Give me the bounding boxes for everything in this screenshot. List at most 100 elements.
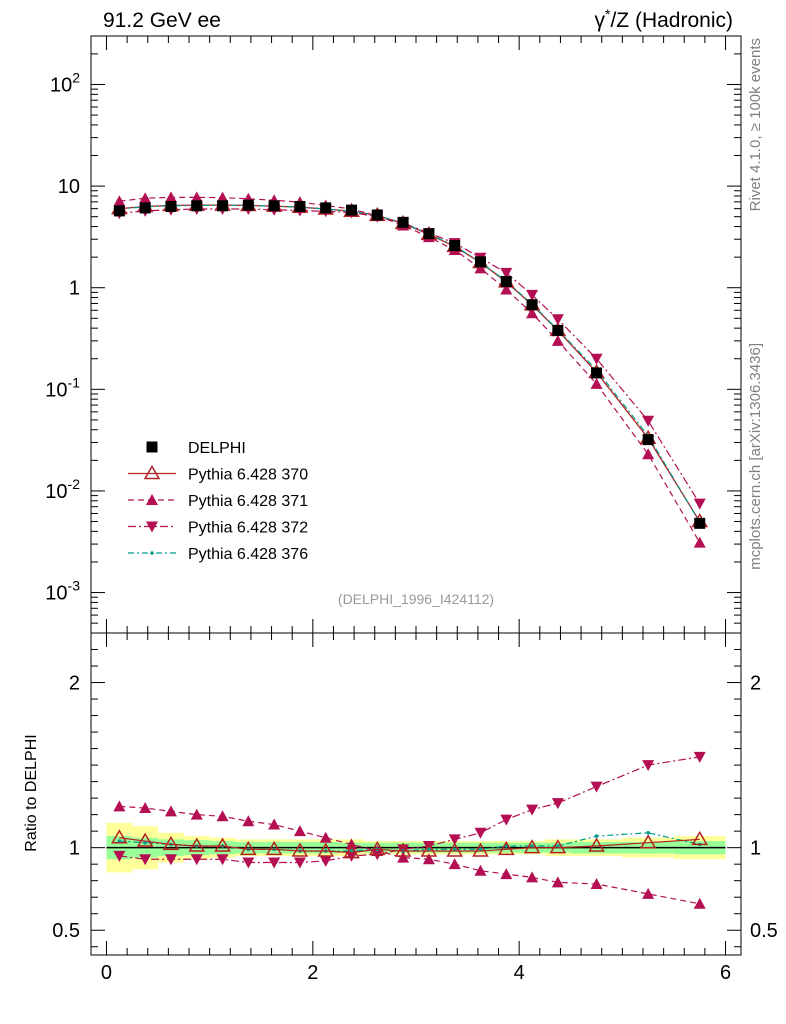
data-point — [693, 536, 706, 548]
ratio-point — [345, 850, 358, 862]
legend: DELPHI Pythia 6.428 370 Pythia 6.428 371 Py… — [128, 440, 308, 563]
data-point — [346, 204, 358, 216]
legend-entry-delphi: DELPHI — [146, 440, 246, 457]
ratio-ylabel: Ratio to DELPHI — [23, 734, 40, 851]
ratio-point — [136, 832, 154, 847]
ratio-point — [639, 834, 657, 849]
ratio-point — [349, 849, 354, 853]
data-point — [268, 200, 280, 212]
x-tick-label: 0 — [101, 962, 112, 984]
ratio-point — [214, 837, 231, 852]
data-point — [693, 498, 706, 510]
ratio-point — [642, 760, 655, 772]
ratio-point — [588, 837, 605, 852]
data-point — [474, 262, 487, 274]
ratio-point — [117, 839, 122, 843]
data-point — [552, 324, 564, 336]
data-point — [526, 299, 538, 311]
data-point — [500, 267, 513, 279]
ratio-point — [526, 804, 539, 816]
legend-label: Pythia 6.428 376 — [188, 546, 308, 563]
ratio-point — [139, 802, 152, 814]
data-point — [397, 216, 409, 228]
ratio-series-line — [119, 837, 700, 854]
ratio-point — [427, 847, 431, 852]
ratio-point — [693, 751, 706, 763]
data-point — [526, 307, 539, 319]
data-point — [591, 367, 603, 379]
ratio-point — [268, 857, 281, 869]
data-point — [526, 289, 539, 301]
data-point — [216, 191, 229, 203]
data-point — [474, 256, 486, 268]
data-point — [642, 434, 654, 446]
ratio-point — [162, 835, 180, 851]
ratio-point — [139, 854, 152, 866]
ratio-point — [242, 815, 255, 827]
legend-marker — [146, 494, 158, 505]
legend-marker — [143, 465, 161, 480]
legend-label: Pythia 6.428 371 — [188, 493, 308, 510]
star-superscript: * — [605, 6, 611, 22]
legend-marker — [146, 441, 158, 453]
data-point — [551, 334, 564, 346]
ratio-point — [420, 842, 438, 857]
data-point — [294, 200, 306, 212]
ratio-point — [293, 825, 306, 837]
x-tick-label: 6 — [720, 962, 731, 984]
data-point — [590, 353, 603, 365]
ratio-point — [500, 814, 513, 826]
ratio-point — [369, 840, 386, 856]
main-frame — [90, 35, 742, 634]
plot-left-title: 91.2 GeV ee — [103, 9, 221, 32]
legend-entry-pythia-6-428-376: Pythia 6.428 376 — [128, 546, 308, 563]
ratio-point — [551, 798, 564, 810]
data-point — [449, 240, 461, 252]
ratio-point — [345, 838, 358, 850]
legend-marker — [150, 551, 154, 555]
data-point — [165, 200, 177, 212]
ratio-point — [530, 844, 534, 848]
data-point — [113, 205, 125, 217]
ratio-point — [523, 839, 541, 854]
ratio-point — [164, 805, 177, 817]
ratio-point — [500, 868, 513, 880]
ratio-point — [291, 842, 309, 857]
ratio-point — [448, 834, 461, 846]
ratio-point — [422, 841, 435, 853]
data-point — [164, 191, 177, 203]
ratio-point — [590, 781, 603, 793]
series-delphi — [113, 199, 706, 529]
ratio-point — [143, 840, 147, 845]
series-line — [119, 208, 701, 504]
x-tick-label: 2 — [307, 962, 318, 984]
ratio-point — [265, 840, 283, 856]
ratio-point — [242, 857, 255, 869]
ratio-point — [343, 844, 360, 859]
ratio-point — [551, 876, 564, 888]
ratio-point — [448, 858, 461, 870]
rivet-version-label: Rivet 4.1.0, ≥ 100k events — [747, 38, 764, 211]
ratio-point — [397, 851, 410, 863]
data-point — [642, 415, 655, 427]
y-tick-label: 102 — [50, 69, 80, 96]
legend-entry-pythia-6-428-370: Pythia 6.428 370 — [128, 465, 308, 484]
ratio-point — [319, 831, 332, 843]
data-point — [694, 517, 706, 529]
data-point — [217, 200, 229, 212]
ratio-point — [319, 855, 332, 867]
legend-label: Pythia 6.428 370 — [188, 467, 308, 484]
data-point — [320, 202, 332, 214]
ratio-point — [472, 842, 489, 857]
data-point — [642, 448, 655, 460]
data-point — [242, 199, 254, 211]
ratio-y-tick-label-right: 2 — [750, 673, 761, 695]
series-pythia-6-428-372 — [113, 204, 706, 510]
ratio-y-tick-label: 2 — [69, 673, 80, 695]
ratio-point — [164, 854, 177, 866]
ratio-point — [646, 831, 650, 835]
ratio-y-tick-label-right: 1 — [750, 838, 761, 860]
ratio-series — [111, 751, 709, 909]
legend-marker — [146, 521, 158, 533]
